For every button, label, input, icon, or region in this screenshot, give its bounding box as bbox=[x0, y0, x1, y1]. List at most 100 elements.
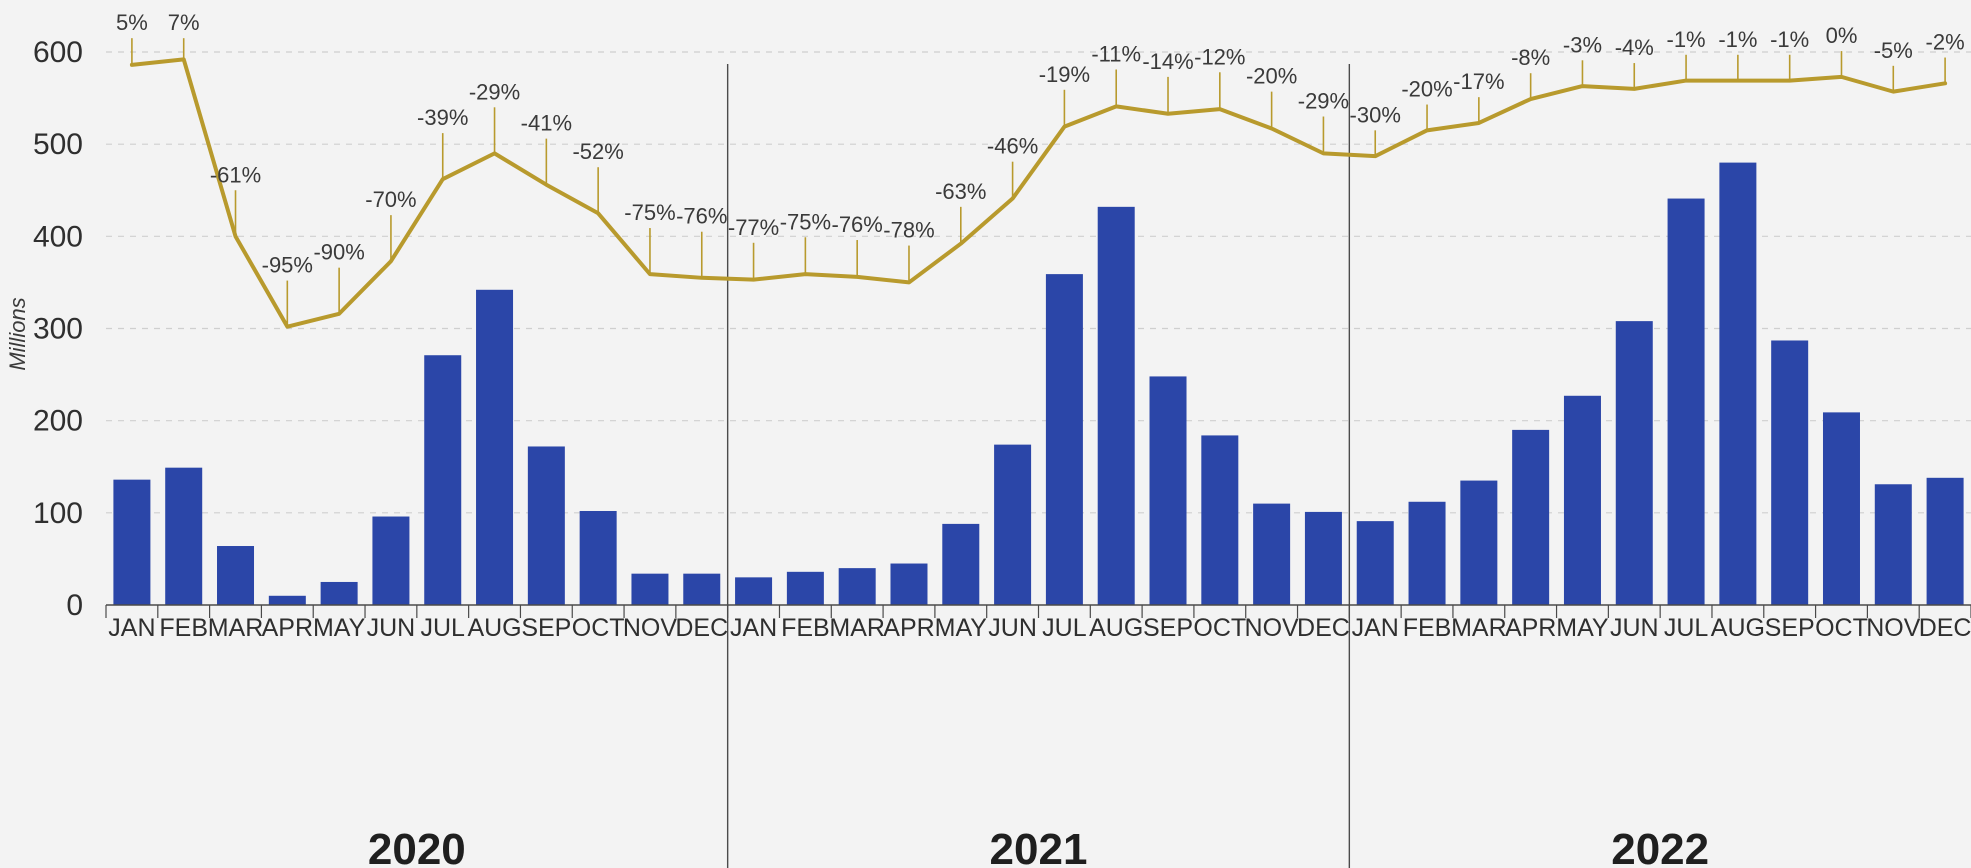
percent-change-label: 5% bbox=[116, 10, 148, 35]
percent-change-label: -8% bbox=[1511, 45, 1550, 70]
divider-layer bbox=[726, 64, 1351, 868]
bar bbox=[1667, 198, 1705, 606]
bar bbox=[165, 467, 203, 605]
month-label: MAR bbox=[208, 614, 264, 642]
percent-change-label: -46% bbox=[987, 134, 1038, 159]
bar bbox=[476, 289, 514, 605]
bar bbox=[1874, 484, 1912, 605]
month-label: DEC bbox=[1919, 614, 1971, 642]
month-label: MAR bbox=[829, 614, 885, 642]
percent-change-label: -1% bbox=[1770, 27, 1809, 52]
percent-change-label: -1% bbox=[1667, 27, 1706, 52]
bar bbox=[1822, 412, 1860, 605]
percent-change-label: -75% bbox=[624, 200, 675, 225]
month-label: OCT bbox=[1815, 614, 1868, 642]
bar bbox=[1045, 274, 1083, 605]
bar bbox=[1253, 503, 1291, 605]
bar bbox=[372, 516, 410, 605]
month-label: MAY bbox=[935, 614, 988, 642]
percent-change-label: -11% bbox=[1091, 42, 1141, 67]
y-tick-label: 300 bbox=[33, 313, 83, 346]
percent-change-label: -4% bbox=[1615, 35, 1654, 60]
month-label: APR bbox=[262, 614, 313, 642]
percent-change-label: -2% bbox=[1926, 30, 1965, 55]
percent-change-label: 0% bbox=[1826, 23, 1858, 48]
month-label: APR bbox=[883, 614, 934, 642]
percent-change-label: -70% bbox=[365, 187, 416, 212]
percent-change-label: -95% bbox=[262, 253, 313, 278]
percent-change-label: -76% bbox=[832, 212, 883, 237]
month-label: JUN bbox=[367, 614, 416, 642]
year-label: 2022 bbox=[1611, 825, 1709, 868]
bar bbox=[320, 581, 358, 605]
percent-change-label: -3% bbox=[1563, 32, 1602, 57]
bar bbox=[579, 510, 617, 605]
bar bbox=[631, 573, 669, 605]
percent-change-label: -52% bbox=[572, 139, 623, 164]
percent-change-label: -76% bbox=[676, 204, 727, 229]
y-tick-label: 100 bbox=[33, 497, 83, 530]
bar bbox=[1719, 162, 1757, 605]
bar bbox=[1149, 376, 1187, 605]
month-label: FEB bbox=[1403, 614, 1452, 642]
y-tick-label: 200 bbox=[33, 405, 83, 438]
line-layer bbox=[129, 57, 1948, 329]
bar bbox=[1356, 521, 1394, 605]
percent-change-label: -29% bbox=[469, 79, 520, 104]
percent-change-label: -17% bbox=[1453, 69, 1504, 94]
percent-change-label: -77% bbox=[728, 215, 779, 240]
month-label: SEP bbox=[1765, 614, 1815, 642]
bar bbox=[994, 444, 1032, 605]
percent-change-label: -20% bbox=[1401, 77, 1452, 102]
bar bbox=[838, 568, 876, 605]
y-tick-label: 600 bbox=[33, 36, 83, 69]
percent-change-label: -61% bbox=[210, 162, 261, 187]
percent-change-label: -5% bbox=[1874, 38, 1913, 63]
month-label: FEB bbox=[781, 614, 830, 642]
month-label: SEP bbox=[521, 614, 571, 642]
month-label: DEC bbox=[675, 614, 728, 642]
bar bbox=[1615, 321, 1653, 605]
bar bbox=[1771, 340, 1809, 605]
bar bbox=[1201, 435, 1239, 605]
bar bbox=[786, 571, 824, 605]
y-tick-label: 0 bbox=[66, 589, 83, 622]
month-label: SEP bbox=[1143, 614, 1193, 642]
ytick-layer: 0 100 200 300 400 500 600 bbox=[33, 36, 83, 622]
bar-layer bbox=[113, 162, 1964, 606]
percent-change-label: -30% bbox=[1350, 102, 1401, 127]
month-label: OCT bbox=[1193, 614, 1246, 642]
percent-change-label: -41% bbox=[521, 111, 572, 136]
bar bbox=[1512, 429, 1550, 605]
month-label: JAN bbox=[1352, 614, 1399, 642]
pin-layer bbox=[131, 38, 1946, 327]
year-label: 2020 bbox=[368, 825, 466, 868]
bar bbox=[217, 546, 255, 605]
percent-change-label: -90% bbox=[313, 240, 364, 265]
month-label: NOV bbox=[1866, 614, 1921, 642]
bar bbox=[735, 577, 773, 605]
year-label: 2021 bbox=[990, 825, 1088, 868]
month-label: MAY bbox=[313, 614, 366, 642]
bar bbox=[527, 446, 565, 605]
percent-change-label: -12% bbox=[1194, 44, 1245, 69]
bar bbox=[424, 355, 462, 605]
month-label: JUL bbox=[421, 614, 466, 642]
percent-change-label: -1% bbox=[1718, 27, 1757, 52]
percent-change-label: -19% bbox=[1039, 62, 1090, 87]
month-label: DEC bbox=[1297, 614, 1350, 642]
month-label: FEB bbox=[159, 614, 208, 642]
y-tick-label: 500 bbox=[33, 128, 83, 161]
month-label: NOV bbox=[623, 614, 678, 642]
month-label: APR bbox=[1505, 614, 1556, 642]
month-label: OCT bbox=[572, 614, 625, 642]
axis-layer bbox=[105, 604, 1971, 618]
pct-layer: 5% 7%-61%-95%-90%-70%-39%-29%-41%-52%-75%… bbox=[116, 10, 1965, 277]
month-label: MAY bbox=[1556, 614, 1609, 642]
percent-change-label: 7% bbox=[168, 10, 200, 35]
bar bbox=[113, 479, 151, 605]
percent-change-label: -20% bbox=[1246, 64, 1297, 89]
percent-change-label: -63% bbox=[935, 179, 986, 204]
